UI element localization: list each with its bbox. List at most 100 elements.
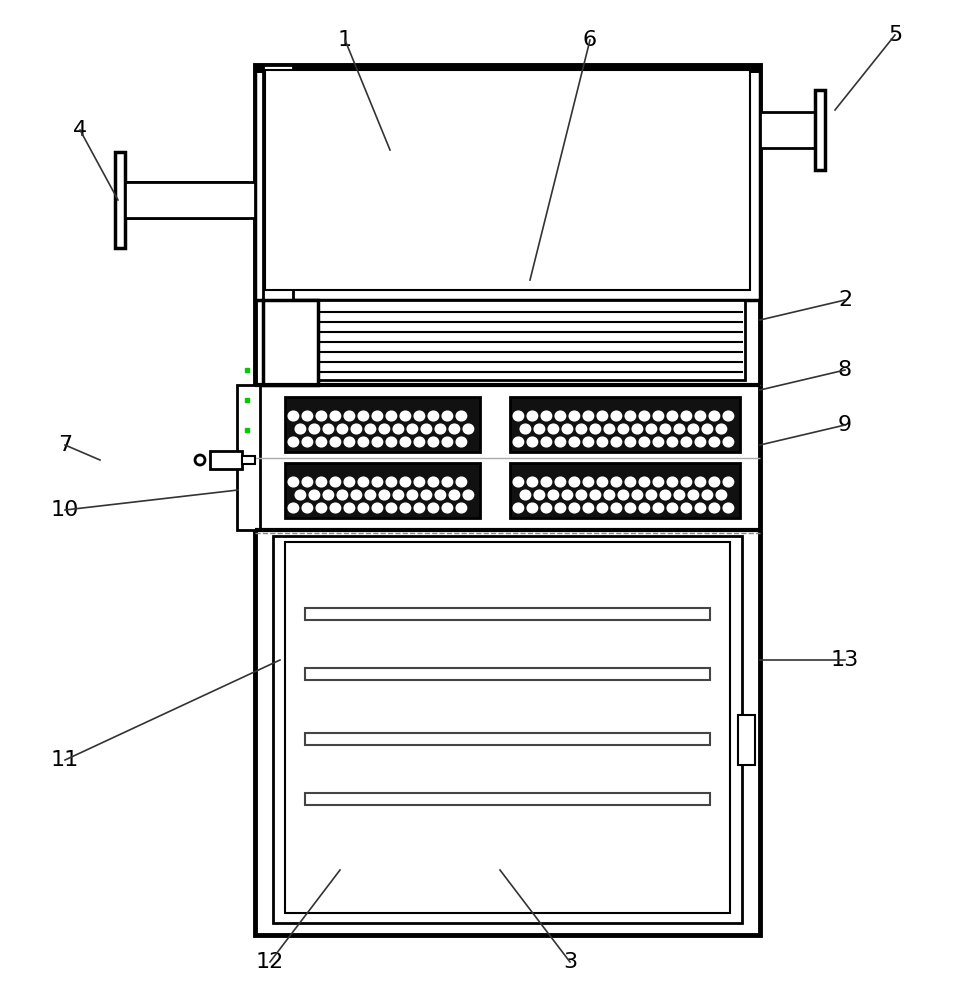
- Ellipse shape: [604, 490, 615, 500]
- Ellipse shape: [345, 437, 355, 447]
- Ellipse shape: [619, 490, 628, 500]
- Ellipse shape: [723, 437, 733, 447]
- Ellipse shape: [365, 490, 375, 500]
- Ellipse shape: [563, 424, 572, 434]
- Ellipse shape: [527, 477, 538, 487]
- Ellipse shape: [372, 477, 383, 487]
- Bar: [115, 152, 125, 248]
- Ellipse shape: [667, 477, 677, 487]
- Bar: [815, 90, 825, 170]
- Ellipse shape: [653, 437, 664, 447]
- Ellipse shape: [541, 503, 552, 513]
- Ellipse shape: [611, 411, 621, 421]
- Ellipse shape: [365, 424, 375, 434]
- Ellipse shape: [428, 503, 439, 513]
- Ellipse shape: [289, 477, 298, 487]
- Ellipse shape: [302, 477, 313, 487]
- Ellipse shape: [625, 411, 636, 421]
- Text: 12: 12: [256, 952, 284, 972]
- Ellipse shape: [639, 411, 649, 421]
- Bar: [255, 65, 760, 935]
- Ellipse shape: [317, 503, 326, 513]
- Ellipse shape: [555, 437, 565, 447]
- Ellipse shape: [337, 424, 347, 434]
- Bar: [273, 536, 742, 923]
- Ellipse shape: [639, 477, 649, 487]
- Ellipse shape: [295, 424, 306, 434]
- Ellipse shape: [302, 503, 313, 513]
- Bar: [305, 668, 710, 680]
- Ellipse shape: [576, 490, 587, 500]
- Ellipse shape: [513, 411, 524, 421]
- Bar: [237, 385, 260, 530]
- Ellipse shape: [428, 477, 439, 487]
- Ellipse shape: [330, 503, 341, 513]
- Text: 5: 5: [888, 25, 902, 45]
- Bar: [263, 300, 318, 385]
- Text: 10: 10: [51, 500, 79, 520]
- Ellipse shape: [435, 490, 446, 500]
- Ellipse shape: [456, 437, 467, 447]
- Ellipse shape: [723, 503, 733, 513]
- Ellipse shape: [563, 490, 572, 500]
- Ellipse shape: [604, 424, 615, 434]
- Ellipse shape: [407, 490, 418, 500]
- Ellipse shape: [647, 424, 656, 434]
- Ellipse shape: [414, 411, 425, 421]
- Ellipse shape: [400, 411, 411, 421]
- Ellipse shape: [695, 411, 705, 421]
- Ellipse shape: [358, 411, 369, 421]
- Ellipse shape: [393, 424, 403, 434]
- Ellipse shape: [675, 490, 684, 500]
- Ellipse shape: [569, 503, 580, 513]
- Ellipse shape: [548, 424, 559, 434]
- Ellipse shape: [345, 503, 355, 513]
- Ellipse shape: [527, 503, 538, 513]
- Ellipse shape: [597, 437, 608, 447]
- Ellipse shape: [345, 477, 355, 487]
- Ellipse shape: [407, 424, 418, 434]
- Ellipse shape: [527, 411, 538, 421]
- Ellipse shape: [379, 490, 390, 500]
- Text: 2: 2: [838, 290, 852, 310]
- Ellipse shape: [456, 477, 467, 487]
- Ellipse shape: [639, 503, 649, 513]
- Ellipse shape: [330, 411, 341, 421]
- Ellipse shape: [695, 437, 705, 447]
- Ellipse shape: [309, 424, 319, 434]
- Ellipse shape: [555, 411, 565, 421]
- Ellipse shape: [667, 437, 677, 447]
- Ellipse shape: [681, 477, 692, 487]
- Ellipse shape: [583, 477, 593, 487]
- Ellipse shape: [541, 411, 552, 421]
- Text: 1: 1: [338, 30, 352, 50]
- Ellipse shape: [309, 490, 319, 500]
- Bar: [305, 608, 710, 620]
- Ellipse shape: [520, 490, 531, 500]
- Ellipse shape: [569, 411, 580, 421]
- Ellipse shape: [611, 503, 621, 513]
- Ellipse shape: [323, 424, 334, 434]
- Ellipse shape: [442, 411, 453, 421]
- Ellipse shape: [619, 424, 628, 434]
- Ellipse shape: [555, 503, 565, 513]
- Ellipse shape: [317, 411, 326, 421]
- Ellipse shape: [317, 477, 326, 487]
- Ellipse shape: [520, 424, 531, 434]
- Ellipse shape: [295, 490, 306, 500]
- Ellipse shape: [421, 490, 431, 500]
- Ellipse shape: [695, 503, 705, 513]
- Ellipse shape: [591, 424, 600, 434]
- Ellipse shape: [667, 503, 677, 513]
- Bar: [285, 397, 480, 452]
- Ellipse shape: [611, 477, 621, 487]
- Ellipse shape: [456, 503, 467, 513]
- Ellipse shape: [289, 503, 298, 513]
- Bar: [760, 112, 815, 148]
- Ellipse shape: [703, 490, 712, 500]
- Ellipse shape: [337, 490, 347, 500]
- Ellipse shape: [428, 437, 439, 447]
- Bar: [125, 182, 247, 218]
- Ellipse shape: [414, 477, 425, 487]
- Ellipse shape: [442, 437, 453, 447]
